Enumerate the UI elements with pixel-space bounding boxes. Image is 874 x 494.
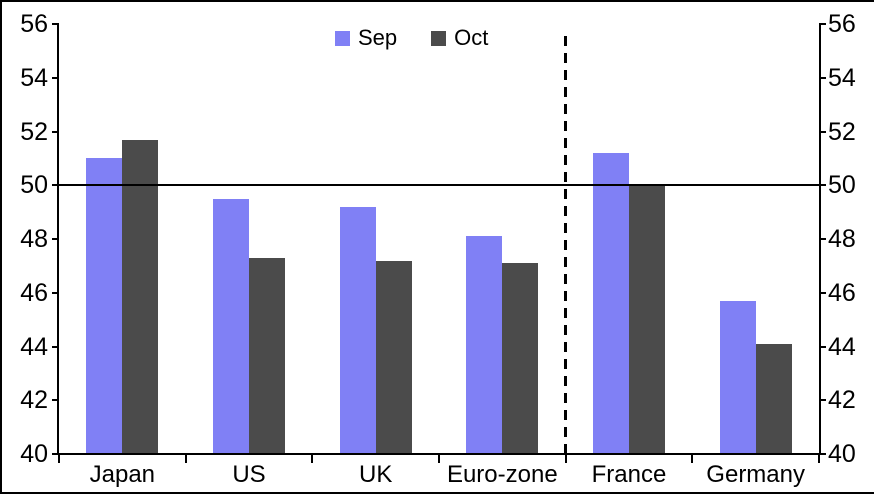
ytick-left-46: 46 [20,278,48,307]
reference-line-50 [59,184,819,187]
ytick-right-46: 46 [828,278,856,307]
xtickmark-3 [438,453,440,463]
x-label-euro-zone: Euro-zone [446,461,558,488]
bar-sep-uk [339,206,376,454]
legend-oct-swatch [431,30,447,46]
x-label-uk: UK [358,461,393,488]
bar-sep-us [213,198,249,454]
ytick-right-42: 42 [828,386,856,415]
xtickmark-0 [58,453,60,463]
ytickmark-right-56 [819,23,826,25]
x-label-us: US [232,461,266,488]
ytickmark-left-42 [52,399,59,402]
ytickmark-left-52 [52,130,59,133]
x-label-japan: Japan [89,461,156,488]
ytick-right-56: 56 [828,10,856,38]
xtickmark-4 [564,453,567,463]
ytick-left-42: 42 [20,386,48,415]
ytickmark-right-42 [819,399,826,402]
bar-oct-france [629,185,665,454]
ytickmark-right-54 [819,76,826,79]
ytick-left-44: 44 [20,332,48,361]
ytick-left-56: 56 [20,10,48,38]
ytickmark-left-44 [52,345,59,348]
ytickmark-right-46 [819,291,826,294]
ytick-right-40: 40 [828,440,856,468]
ytick-left-40: 40 [20,440,48,468]
xtickmark-6 [818,453,820,463]
ytick-right-44: 44 [828,332,856,361]
bar-oct-us [249,257,285,454]
legend-item-sep: Sep [335,25,397,51]
ytickmark-right-50 [819,184,826,187]
ytick-left-52: 52 [20,117,48,146]
ytick-right-54: 54 [828,63,856,92]
bar-sep-france [593,153,629,454]
ytick-right-48: 48 [828,225,856,253]
ytickmark-left-48 [52,238,59,240]
bar-sep-euro-zone [466,236,503,454]
ytickmark-left-46 [52,291,59,294]
ytickmark-right-48 [819,238,826,240]
legend-sep-swatch [335,30,350,46]
bar-oct-japan [122,139,159,454]
legend-oct-label: Oct [454,25,489,50]
ytickmark-right-40 [819,453,826,455]
bar-sep-germany [719,300,756,454]
legend-item-oct: Oct [431,25,488,51]
ytickmark-right-52 [819,130,826,133]
legend: Sep Oct [335,25,488,51]
ytickmark-left-50 [52,184,59,187]
ytickmark-left-54 [52,76,59,79]
y-axis-right [819,24,821,455]
x-label-france: France [591,461,667,488]
ytickmark-left-40 [52,453,59,455]
bar-oct-uk [375,260,412,454]
y-axis-left [57,24,59,455]
xtickmark-5 [691,453,694,463]
bar-sep-japan [86,158,123,454]
legend-sep-label: Sep [358,25,398,50]
ytick-left-50: 50 [20,171,48,200]
ytick-left-54: 54 [20,63,48,92]
dashed-divider [564,36,568,454]
ytick-left-48: 48 [20,225,48,253]
xtickmark-1 [184,453,187,463]
ytickmark-right-44 [819,345,826,348]
bar-oct-germany [755,343,792,454]
ytick-right-50: 50 [828,171,856,200]
ytickmark-left-56 [52,23,59,25]
ytick-right-52: 52 [828,117,856,146]
x-axis [57,453,821,455]
x-label-germany: Germany [706,461,805,488]
xtickmark-2 [311,453,314,463]
bar-oct-euro-zone [502,263,539,454]
